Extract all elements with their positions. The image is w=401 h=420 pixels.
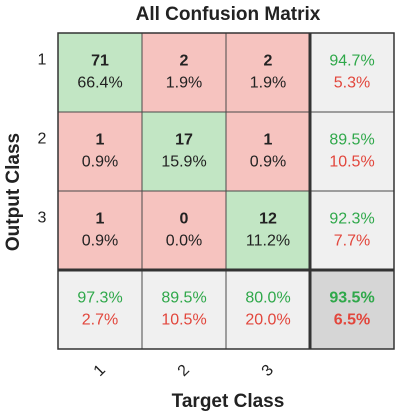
row-correct: 89.5% [329, 132, 374, 149]
y-tick-label: 2 [38, 131, 47, 148]
x-tick-label: 1 [91, 362, 109, 380]
x-axis-label: Target Class [172, 391, 285, 412]
overall-correct: 93.5% [329, 290, 374, 307]
cell-count: 1 [96, 132, 105, 149]
cell [57, 190, 143, 271]
cell-percent: 0.9% [82, 233, 118, 250]
col-wrong: 10.5% [161, 312, 206, 329]
cell-count: 1 [96, 211, 105, 228]
cell-count: 2 [264, 53, 273, 70]
cell-percent: 66.4% [77, 75, 122, 92]
col-correct: 97.3% [77, 290, 122, 307]
cell [309, 269, 395, 350]
cell-percent: 1.9% [166, 75, 202, 92]
cell-count: 0 [180, 211, 189, 228]
col-correct: 80.0% [245, 290, 290, 307]
overall-wrong: 6.5% [334, 312, 370, 329]
cell-count: 12 [259, 211, 277, 228]
col-wrong: 2.7% [82, 312, 118, 329]
x-tick-label: 3 [259, 362, 277, 380]
cell-count: 17 [175, 132, 193, 149]
cell-count: 71 [91, 53, 109, 70]
chart-title: All Confusion Matrix [136, 4, 321, 25]
x-tick-label: 2 [175, 362, 193, 380]
cell-percent: 15.9% [161, 154, 206, 171]
cell-percent: 11.2% [246, 233, 290, 250]
cell [141, 269, 227, 350]
cell-percent: 0.0% [166, 233, 202, 250]
row-wrong: 10.5% [329, 154, 374, 171]
cell [57, 111, 143, 192]
y-tick-label: 1 [38, 52, 47, 69]
col-wrong: 20.0% [245, 312, 290, 329]
row-wrong: 5.3% [334, 75, 370, 92]
row-wrong: 7.7% [334, 233, 370, 250]
cell [309, 190, 395, 271]
cell [57, 32, 143, 113]
cell [225, 32, 311, 113]
col-correct: 89.5% [161, 290, 206, 307]
cell-count: 2 [180, 53, 189, 70]
cell [225, 269, 311, 350]
cell [141, 190, 227, 271]
cell-percent: 1.9% [250, 75, 286, 92]
y-axis-label: Output Class [3, 133, 24, 251]
cell-count: 1 [264, 132, 273, 149]
cell-percent: 0.9% [250, 154, 286, 171]
row-correct: 92.3% [329, 211, 374, 228]
cell [309, 111, 395, 192]
frame [57, 32, 395, 350]
row-correct: 94.7% [329, 53, 374, 70]
cell [57, 269, 143, 350]
cell [141, 32, 227, 113]
cell-percent: 0.9% [82, 154, 118, 171]
cell [225, 111, 311, 192]
cell [141, 111, 227, 192]
cell [225, 190, 311, 271]
y-tick-label: 3 [38, 210, 47, 227]
cell [309, 32, 395, 113]
